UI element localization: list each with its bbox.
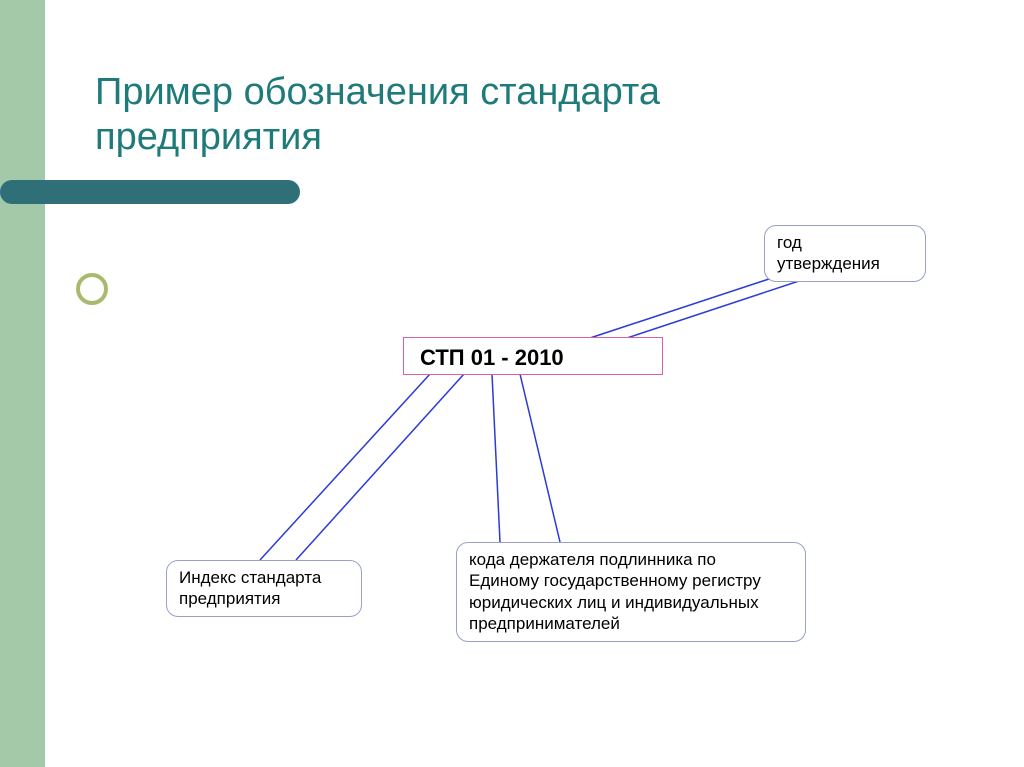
- center-code-box: СТП 01 - 2010: [403, 337, 663, 375]
- callout-index: Индекс стандартапредприятия: [166, 560, 362, 617]
- accent-dot: [76, 273, 108, 305]
- callout-code: кода держателя подлинника поЕдиному госу…: [456, 542, 806, 642]
- callout-year: годутверждения: [764, 225, 926, 282]
- slide-title: Пример обозначения стандартапредприятия: [95, 70, 660, 160]
- left-sidebar: [0, 0, 45, 767]
- accent-bar: [0, 180, 300, 204]
